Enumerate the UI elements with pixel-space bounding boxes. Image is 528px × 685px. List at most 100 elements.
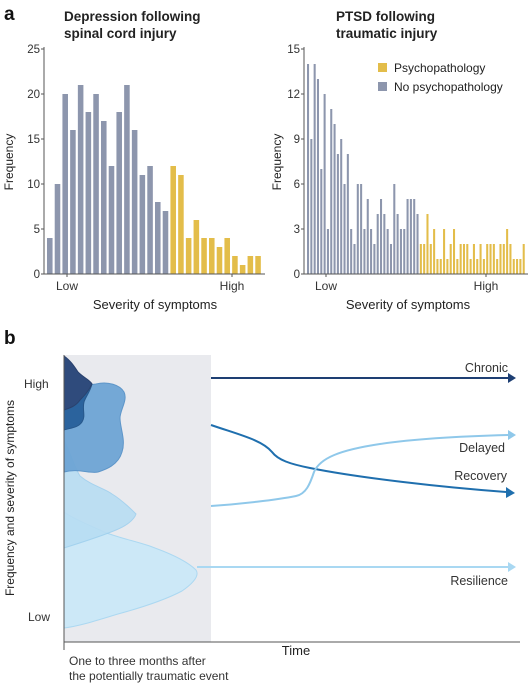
chart-b-bar-psychopathology [472,244,475,274]
annotation-line1: One to three months after [69,654,206,668]
chart-b-bar-no-psychopathology [363,229,366,274]
chart-b-bar-psychopathology [469,259,472,274]
chart-a-bar-no-psychopathology [70,130,76,274]
chart-a-xlabel: Severity of symptoms [93,297,218,312]
chart-b-bar-no-psychopathology [383,214,386,274]
chart-a-bar-no-psychopathology [62,94,68,274]
resilience-arrowhead [508,562,516,572]
chart-b-bar-psychopathology [423,244,426,274]
chart-b-bar-no-psychopathology [326,229,329,274]
chart-b-xtick-high: High [474,279,499,293]
chart-a-bar-psychopathology [178,175,184,274]
chart-b-ylabel: Frequency [270,134,284,191]
chart-a-title-line1: Depression following [64,9,201,24]
chart-b-bar-no-psychopathology [307,64,310,274]
chart-b-bar-psychopathology [486,244,489,274]
chart-b-bar-psychopathology [462,244,466,274]
chart-a-bar-psychopathology [193,220,200,274]
chart-b-xtick-low: Low [315,279,337,293]
chart-b-bar-no-psychopathology [416,214,419,274]
chart-b-bar-psychopathology [446,259,449,274]
chart-b-bar-no-psychopathology [356,184,359,274]
chart-b-bar-no-psychopathology [406,199,409,274]
chart-b-bar-psychopathology [466,244,469,274]
chart-a-bar-no-psychopathology [155,202,161,274]
chart-b-bar-psychopathology [499,244,502,274]
chart-a-bar-no-psychopathology [85,112,92,274]
trajectory-label-resilience: Resilience [450,574,508,588]
chart-b-xlabel: Severity of symptoms [346,297,471,312]
legend-swatch-psychopathology [378,63,387,72]
chart-a-bar-no-psychopathology [131,130,138,274]
chart-a-ytick-label: 25 [27,44,40,56]
chart-b-bar-psychopathology [453,229,456,274]
annotation-line2: the potentially traumatic event [69,669,229,683]
chart-b-bar-no-psychopathology [343,184,346,274]
chart-b-bar-no-psychopathology [350,229,353,274]
chart-b-bar-no-psychopathology [330,109,333,274]
trajectory-label-delayed: Delayed [459,441,505,455]
chart-b-bar-psychopathology [476,259,479,274]
chart-b-bar-psychopathology [489,244,492,274]
panel-label-a: a [4,4,15,25]
chart-b-bar-psychopathology [439,259,442,274]
legend-label-psychopathology: Psychopathology [394,61,485,75]
chart-b-bar-no-psychopathology [316,79,320,274]
chart-a-bar-no-psychopathology [101,121,107,274]
chart-b-bar-psychopathology [519,259,522,274]
panel-b-ytick-low: Low [28,610,50,624]
chart-b-bar-psychopathology [482,259,485,274]
chart-a-bar-psychopathology [201,238,207,274]
chart-b-bar-psychopathology [496,259,499,274]
chart-b-ytick-label: 3 [294,224,300,236]
chart-a-bar-no-psychopathology [108,166,115,274]
chart-a-bar-psychopathology [247,256,254,274]
chart-b-bar-psychopathology [443,229,446,274]
chart-b-bar-no-psychopathology [360,184,363,274]
chart-a-bar-psychopathology [216,247,223,274]
chart-b-bar-no-psychopathology [386,229,389,274]
chart-b-bar-no-psychopathology [413,199,416,274]
chart-a-ytick-label: 0 [34,269,40,281]
chart-a-bar-no-psychopathology [139,175,146,274]
trajectory-label-recovery: Recovery [454,469,508,483]
chart-b-title-line2: traumatic injury [336,26,438,41]
chart-a-bar-psychopathology [185,238,192,274]
chart-a-bar-psychopathology [224,238,230,274]
chart-a-xtick-low: Low [56,279,78,293]
chart-b-bar-no-psychopathology [313,64,316,274]
trajectory-label-chronic: Chronic [465,361,508,375]
chart-a-bar-no-psychopathology [47,238,53,274]
chart-b-bar-psychopathology [433,229,436,274]
chart-a-bar-psychopathology [232,256,238,274]
chart-b-title-line1: PTSD following [336,9,435,24]
chart-b-ytick-label: 0 [294,269,300,281]
chart-b-bar-no-psychopathology [389,244,393,274]
chart-a-bar-psychopathology [255,256,261,274]
chart-a-bar-no-psychopathology [147,166,153,274]
chart-a-bar-no-psychopathology [77,85,84,274]
chart-a-bar-no-psychopathology [116,112,122,274]
chart-b-bar-psychopathology [426,214,429,274]
legend-label-no-psychopathology: No psychopathology [394,80,503,94]
chart-a-ytick-label: 10 [27,179,40,191]
chart-a-xtick-high: High [220,279,245,293]
chart-b-bar-psychopathology [512,259,515,274]
legend-swatch-no-psychopathology [378,82,387,91]
chart-b-bar-no-psychopathology [336,154,339,274]
chart-b-bar-psychopathology [522,244,525,274]
chart-b-bar-psychopathology [492,244,495,274]
chart-b-bar-no-psychopathology [323,94,326,274]
chart-b-bar-psychopathology [502,244,505,274]
recovery-arrowhead [506,487,515,498]
chart-a-bar-psychopathology [239,265,246,274]
delayed-arrowhead [508,430,516,440]
chart-a-ytick-label: 15 [27,134,40,146]
chart-b-bar-no-psychopathology [399,229,402,274]
panel-label-b: b [4,328,16,349]
chart-a-bar-no-psychopathology [124,85,130,274]
chart-a-bar-psychopathology [170,166,176,274]
chart-a-bar-no-psychopathology [162,211,169,274]
chart-b-bar-psychopathology [436,259,439,274]
chart-b-bar-no-psychopathology [310,139,313,274]
